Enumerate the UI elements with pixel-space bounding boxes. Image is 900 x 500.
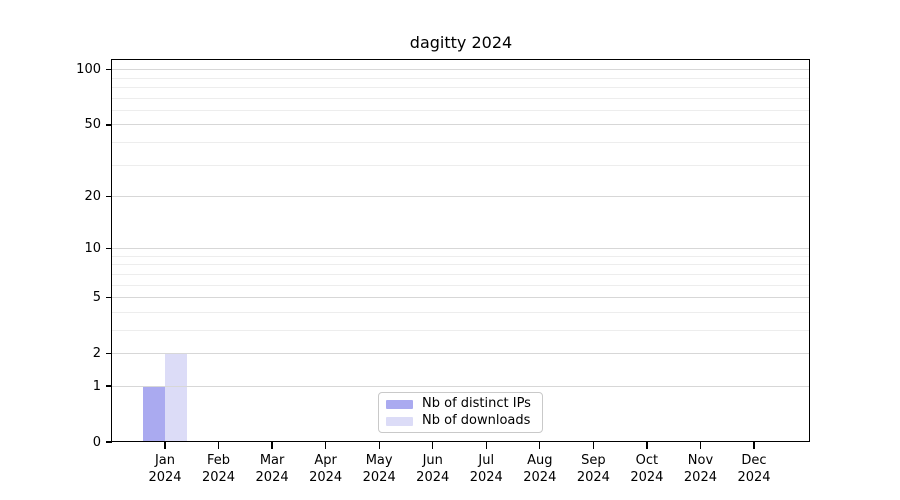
minor-gridline [112,255,810,257]
minor-gridline [112,164,810,166]
minor-gridline [112,109,810,111]
x-tick-label: Nov 2024 [665,452,735,486]
minor-gridline [112,264,810,266]
x-tick-label: Oct 2024 [612,452,682,486]
legend: Nb of distinct IPs Nb of downloads [378,392,543,433]
x-tick-label: Apr 2024 [291,452,361,486]
chart-title: dagitty 2024 [409,33,513,52]
major-gridline [112,385,810,387]
y-tick-label: 2 [92,345,101,361]
x-tick-month: Mar [259,453,285,468]
y-tick-label: 20 [84,188,101,204]
y-tick-mark [105,247,112,250]
bar-downloads-jan [165,353,187,442]
x-tick-mark [271,442,273,449]
x-tick-month: Oct [635,453,659,468]
x-tick-year: 2024 [362,470,396,485]
minor-gridline [112,87,810,89]
minor-gridline [112,311,810,313]
x-tick-year: 2024 [523,470,557,485]
x-tick-year: 2024 [416,470,450,485]
bar-distinct-ips-jan [143,386,165,442]
x-tick-month: Apr [314,453,337,468]
x-tick-mark [699,442,702,449]
x-tick-label: Sep 2024 [558,452,628,486]
major-gridline [112,352,810,354]
minor-gridline [112,273,810,275]
x-tick-mark [592,442,594,449]
y-tick-mark [105,69,112,71]
x-tick-mark [432,442,434,449]
x-tick-label: Feb 2024 [184,452,254,486]
y-tick-label: 100 [76,62,101,78]
legend-item-downloads: Nb of downloads [386,413,536,429]
x-tick-year: 2024 [255,470,289,485]
x-tick-mark [217,442,220,449]
x-tick-label: Dec 2024 [719,452,789,486]
x-tick-label: Jul 2024 [451,452,521,486]
y-tick-mark [105,195,112,198]
x-tick-mark [164,442,166,449]
legend-swatch-distinct-ips [386,399,413,409]
y-tick-label: 1 [92,378,101,394]
y-tick-mark [105,352,112,355]
y-tick-mark [105,296,112,299]
x-tick-label: May 2024 [344,452,414,486]
x-tick-label: Mar 2024 [237,452,307,486]
legend-swatch-downloads [386,416,413,426]
y-tick-label: 10 [84,241,101,257]
x-tick-year: 2024 [201,470,236,485]
y-tick-mark [105,124,112,126]
x-tick-month: Aug [527,453,553,468]
x-tick-month: May [365,453,393,468]
x-tick-month: Nov [687,453,714,468]
x-tick-label: Aug 2024 [505,452,575,486]
major-gridline [112,124,810,126]
x-tick-month: Dec [741,453,767,468]
x-tick-year: 2024 [148,470,182,485]
x-tick-mark [324,442,327,449]
x-tick-month: Jul [478,453,495,468]
x-tick-mark [753,442,755,449]
x-tick-year: 2024 [683,470,717,485]
x-tick-year: 2024 [630,470,664,485]
x-tick-year: 2024 [737,470,771,485]
minor-gridline [112,284,810,286]
major-gridline [112,296,810,298]
legend-item-distinct-ips: Nb of distinct IPs [386,396,536,412]
x-tick-year: 2024 [576,470,610,485]
x-tick-mark [378,442,380,449]
x-tick-mark [646,442,648,449]
x-tick-label: Jan 2024 [130,452,200,486]
legend-label-downloads: Nb of downloads [422,413,531,428]
x-tick-label: Jun 2024 [398,452,468,486]
major-gridline [112,69,810,71]
x-tick-mark [539,442,541,449]
legend-label-distinct-ips: Nb of distinct IPs [422,396,531,411]
x-tick-year: 2024 [469,470,503,485]
y-tick-label: 50 [84,117,101,133]
minor-gridline [112,141,810,143]
major-gridline [112,248,810,250]
x-tick-month: Jan [154,453,176,468]
x-tick-month: Feb [207,453,231,468]
y-tick-label: 0 [92,434,101,450]
y-tick-mark [105,441,112,443]
minor-gridline [112,97,810,99]
minor-gridline [112,77,810,79]
minor-gridline [112,329,810,331]
x-tick-month: Sep [581,453,606,468]
x-tick-month: Jun [422,453,443,468]
y-tick-label: 5 [92,289,101,305]
major-gridline [112,195,810,197]
x-tick-mark [485,442,487,449]
y-tick-mark [105,385,112,387]
x-tick-year: 2024 [309,470,343,485]
